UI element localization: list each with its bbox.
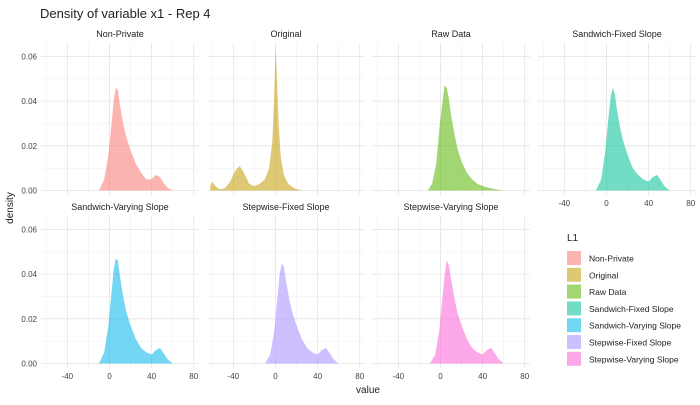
panel-non-private: Non-Private 0.00 0.02 0.04 0.06 [21, 29, 199, 196]
facet-label: Sandwich-Fixed Slope [572, 29, 662, 39]
density-area-sandwich-fixed-slope [595, 87, 670, 191]
x-tick-label: 80 [686, 199, 695, 208]
x-tick-label: 40 [313, 372, 322, 381]
legend-title: L1 [567, 233, 579, 244]
legend-label: Sandwich-Fixed Slope [589, 304, 674, 314]
x-axis-label: value [356, 385, 380, 396]
chart-title: Density of variable x1 - Rep 4 [40, 6, 211, 21]
legend-swatch [567, 335, 581, 349]
legend-label: Stepwise-Varying Slope [589, 354, 679, 364]
legend-item-non-private: Non-Private [567, 251, 634, 265]
y-tick-label: 0.06 [21, 225, 37, 234]
legend-swatch [567, 318, 581, 333]
x-tick-label: -40 [559, 199, 571, 208]
density-area-raw-data [427, 85, 504, 191]
x-tick-label: 0 [438, 372, 443, 381]
x-tick-label: 0 [273, 372, 278, 381]
density-area-stepwise-fixed-slope [264, 262, 339, 364]
x-tick-label: 40 [147, 372, 156, 381]
legend-label: Original [589, 270, 618, 280]
x-tick-label: 0 [107, 372, 112, 381]
legend-swatch [567, 251, 581, 265]
facet-label: Stepwise-Fixed Slope [242, 202, 329, 212]
panel-sandwich-fixed-slope: Sandwich-Fixed Slope -40 0 40 80 [538, 29, 696, 208]
x-tick-label: 80 [189, 372, 198, 381]
panel-original: Original [207, 29, 365, 195]
x-tick-label: 80 [520, 372, 529, 381]
density-area-original [210, 47, 302, 191]
legend-swatch [567, 351, 581, 366]
panel-sandwich-varying-slope: Sandwich-Varying Slope 0.00 0.02 0.04 0.06 -4… [21, 202, 199, 381]
panel-raw-data: Raw Data [372, 29, 530, 195]
legend-item-sandwich-fixed-slope: Sandwich-Fixed Slope [567, 301, 674, 316]
y-tick-label: 0.06 [21, 52, 37, 61]
density-area-sandwich-varying-slope [98, 258, 173, 364]
facet-label: Sandwich-Varying Slope [71, 202, 168, 212]
y-tick-label: 0.00 [21, 187, 37, 196]
density-area-non-private [98, 87, 173, 191]
panel-stepwise-fixed-slope: Stepwise-Fixed Slope -40 0 40 80 [207, 202, 365, 381]
y-tick-label: 0.02 [21, 142, 37, 151]
legend-swatch [567, 284, 581, 299]
legend-item-stepwise-fixed-slope: Stepwise-Fixed Slope [567, 335, 671, 349]
legend-item-sandwich-varying-slope: Sandwich-Varying Slope [567, 318, 681, 333]
x-tick-label: 80 [355, 372, 364, 381]
facet-label: Original [270, 29, 301, 39]
y-tick-label: 0.00 [21, 360, 37, 369]
legend-swatch [567, 267, 581, 282]
x-tick-label: 40 [478, 372, 487, 381]
legend-item-raw-data: Raw Data [567, 284, 627, 299]
y-tick-label: 0.04 [21, 270, 37, 279]
density-area-stepwise-varying-slope [429, 260, 504, 364]
legend-label: Sandwich-Varying Slope [589, 321, 681, 331]
legend-swatch [567, 301, 581, 316]
facet-label: Non-Private [96, 29, 144, 39]
legend-item-original: Original [567, 267, 618, 282]
y-tick-label: 0.04 [21, 97, 37, 106]
facet-label: Raw Data [431, 29, 471, 39]
legend-label: Non-Private [589, 254, 634, 264]
x-tick-label: -40 [228, 372, 240, 381]
legend-label: Stepwise-Fixed Slope [589, 338, 671, 348]
x-tick-label: 40 [644, 199, 653, 208]
legend-label: Raw Data [589, 287, 627, 297]
x-tick-label: -40 [393, 372, 405, 381]
y-axis-label: density [5, 192, 16, 224]
facet-label: Stepwise-Varying Slope [404, 202, 499, 212]
legend: L1 Non-Private Original Raw Data Sandwich-F… [567, 233, 681, 366]
x-tick-label: 0 [604, 199, 609, 208]
x-tick-label: -40 [62, 372, 74, 381]
facet-panels: Non-Private 0.00 0.02 0.04 0.06 Original Raw D… [21, 29, 696, 381]
panel-stepwise-varying-slope: Stepwise-Varying Slope -40 0 40 80 [372, 202, 530, 381]
y-tick-label: 0.02 [21, 315, 37, 324]
legend-item-stepwise-varying-slope: Stepwise-Varying Slope [567, 351, 679, 366]
